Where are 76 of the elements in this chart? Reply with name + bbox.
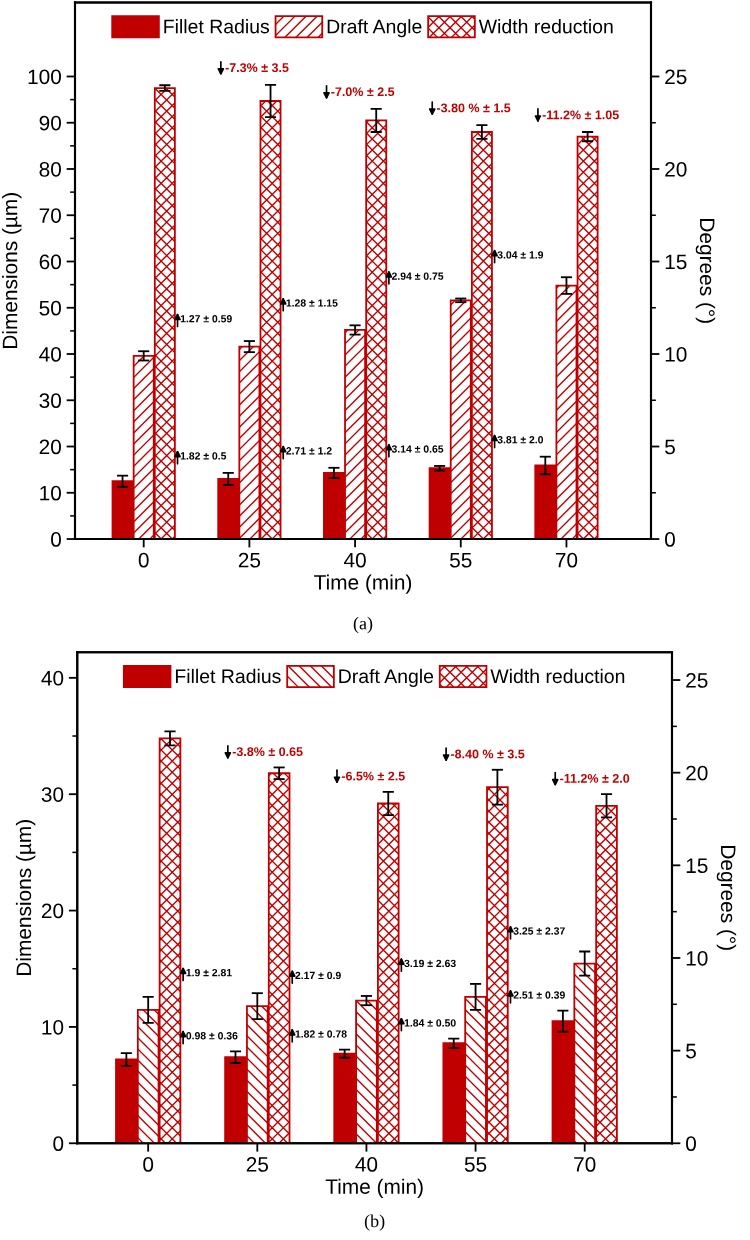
y2-tick-label: 5	[686, 1043, 696, 1059]
annotation: 2.94 ± 0.75	[391, 272, 444, 280]
y2-tick-label: 15	[665, 254, 687, 270]
x-axis-title: Time (min)	[325, 1178, 423, 1199]
annotation: -7.3% ± 3.5	[225, 63, 289, 73]
annotation: -3.80 % ± 1.5	[436, 103, 511, 113]
legend-label: Width reduction	[478, 19, 613, 34]
x-tick-label: 0	[138, 552, 149, 568]
x-tick-label: 25	[246, 1157, 269, 1172]
y-tick-label: 90	[39, 115, 61, 131]
x-tick-label: 70	[555, 552, 578, 568]
x-tick-label: 25	[238, 552, 261, 568]
y-tick-label: 0	[53, 1136, 64, 1152]
y-tick-label: 40	[39, 347, 61, 362]
annotation: 3.14 ± 0.65	[391, 445, 444, 453]
y2-tick-label: 15	[686, 858, 708, 874]
text: (a)	[353, 616, 373, 634]
y2-tick-label: 5	[665, 439, 675, 455]
annotation: 1.82 ± 0.5	[180, 452, 227, 460]
annotation: 3.04 ± 1.9	[497, 251, 544, 259]
y2-tick-label: 0	[686, 1136, 696, 1152]
annotation: -11.2% ± 2.0	[560, 773, 630, 783]
legend-label: Fillet Radius	[164, 19, 270, 34]
annotation: 3.25 ± 2.37	[513, 927, 565, 935]
x-tick-label: 40	[343, 552, 366, 568]
y-tick-label: 30	[39, 393, 61, 409]
legend-label: Width reduction	[490, 668, 625, 684]
annotation: 1.9 ± 2.81	[186, 968, 232, 977]
annotation: -11.2% ± 1.05	[542, 110, 619, 120]
y2-tick-label: 20	[665, 162, 687, 177]
annotation: 2.17 ± 0.9	[295, 971, 341, 980]
annotation: -8.40 % ± 3.5	[450, 749, 525, 759]
y-tick-label: 70	[39, 208, 61, 223]
x-tick-label: 70	[574, 1157, 596, 1172]
legend-label: Draft Angle	[327, 19, 422, 38]
y-axis-title: Dimensions (µm)	[2, 193, 22, 348]
x-tick-label: 0	[143, 1157, 154, 1172]
y-tick-label: 10	[42, 1019, 64, 1035]
y2-tick-label: 20	[686, 765, 708, 781]
annotation: -7.0% ± 2.5	[331, 87, 395, 97]
y-tick-label: 0	[51, 532, 61, 547]
y-tick-label: 80	[39, 162, 61, 177]
annotation: 1.84 ± 0.50	[404, 1019, 456, 1027]
y-tick-label: 20	[41, 903, 64, 919]
y2-tick-label: 10	[665, 347, 687, 362]
y-tick-label: 50	[39, 300, 61, 316]
y-tick-label: 60	[39, 254, 61, 270]
annotation: 0.98 ± 0.36	[186, 1032, 238, 1040]
y2-tick-label: 25	[686, 673, 708, 688]
x-tick-label: 55	[450, 552, 472, 568]
y2-tick-label: 0	[665, 532, 675, 547]
annotation: 1.82 ± 0.78	[295, 1030, 347, 1038]
annotation: 1.27 ± 0.59	[180, 315, 232, 323]
text: (b)	[364, 1214, 385, 1231]
x-tick-label: 55	[464, 1157, 487, 1172]
y-tick-label: 10	[40, 485, 61, 501]
annotation: 2.51 ± 0.39	[513, 991, 565, 999]
y-tick-label: 100	[28, 69, 61, 85]
annotation: -3.8% ± 0.65	[232, 747, 303, 757]
annotation: 3.19 ± 2.63	[404, 959, 456, 968]
y2-axis-title: Degrees (°)	[695, 219, 716, 323]
legend-label: Draft Angle	[339, 668, 434, 687]
annotation: -6.5% ± 2.5	[341, 771, 405, 781]
annotation: 1.28 ± 1.15	[286, 299, 338, 307]
y-axis-title: Dimensions (µm)	[15, 820, 36, 975]
annotation: 3.81 ± 2.0	[497, 436, 544, 444]
y2-axis-title: Degrees (°)	[716, 846, 737, 950]
y-tick-label: 30	[41, 787, 64, 802]
y2-tick-label: 10	[686, 950, 708, 966]
y-tick-label: 20	[39, 439, 61, 455]
annotation: 2.71 ± 1.2	[286, 447, 332, 455]
x-tick-label: 40	[355, 1157, 378, 1172]
y-tick-label: 40	[41, 670, 64, 686]
x-axis-title: Time (min)	[314, 574, 412, 594]
legend-label: Fillet Radius	[175, 668, 281, 684]
y2-tick-label: 25	[665, 69, 687, 85]
